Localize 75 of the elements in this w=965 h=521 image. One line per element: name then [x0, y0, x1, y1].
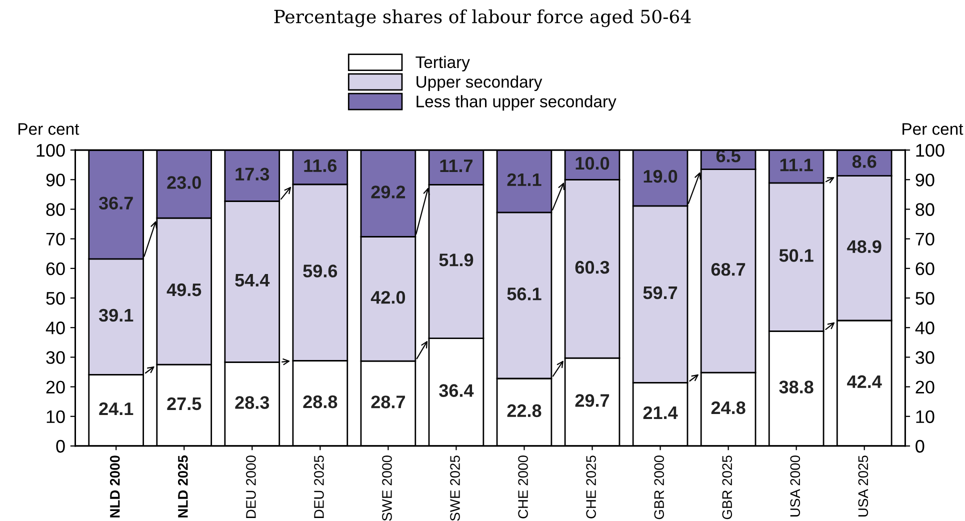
data-label: 48.9: [847, 240, 882, 253]
y2-tick-label: 80: [916, 203, 934, 216]
data-label: 36.7: [98, 196, 133, 210]
data-label: 22.8: [507, 404, 542, 418]
data-label: 56.1: [507, 288, 542, 300]
chart-title: Percentage shares of labour force aged 50-64: [274, 9, 691, 28]
y2-tick-label: 40: [915, 322, 934, 334]
legend-label: Less than upper secondary: [416, 95, 616, 111]
data-label: 17.3: [236, 168, 270, 181]
y-tick-label: 90: [46, 174, 65, 186]
data-label: 28.7: [371, 396, 405, 408]
data-label: 59.6: [303, 264, 338, 278]
y2-tick-label: 30: [916, 351, 934, 364]
data-label: 21.4: [643, 406, 678, 419]
y-tick-label: 40: [46, 322, 65, 334]
y2-tick-label: 50: [916, 292, 934, 305]
y-tick-label: 20: [46, 380, 65, 394]
data-label: 60.3: [575, 260, 610, 274]
data-label: 51.9: [439, 254, 474, 266]
x-tick-label: NLD 2000: [110, 456, 120, 518]
x-tick-label: SWE 2000: [382, 456, 392, 521]
y2-tick-label: 100: [916, 144, 944, 157]
x-tick-label: NLD 2025: [178, 455, 188, 518]
y-tick-label: 100: [36, 144, 65, 157]
y-tick-label: 80: [46, 203, 65, 216]
data-label: 23.0: [167, 176, 201, 189]
y2-tick-label: 0: [916, 440, 924, 453]
y2-tick-label: 20: [916, 380, 934, 394]
y-tick-label: 30: [46, 351, 65, 364]
data-label: 29.7: [575, 394, 610, 407]
data-label: 24.1: [99, 402, 134, 415]
data-label: 21.1: [507, 173, 542, 186]
x-tick-label: CHE 2025: [586, 456, 596, 518]
data-label: 54.4: [235, 274, 270, 287]
y2-tick-label: 10: [916, 410, 934, 424]
x-tick-label: DEU 2000: [246, 456, 256, 518]
x-tick-label: USA 2025: [858, 456, 868, 516]
x-tick-label: GBR 2000: [654, 456, 664, 520]
legend-label: Upper secondary: [416, 76, 542, 92]
data-label: 42.4: [847, 375, 882, 388]
x-tick-label: DEU 2025: [314, 456, 324, 518]
y-tick-label: 60: [46, 262, 65, 276]
data-label: 8.6: [852, 155, 876, 168]
data-label: 11.6: [304, 159, 337, 172]
data-label: 42.0: [370, 290, 406, 304]
y2-tick-label: 90: [916, 174, 934, 186]
data-label: 11.1: [780, 158, 813, 172]
x-tick-label: SWE 2025: [450, 456, 460, 521]
x-tick-label: CHE 2000: [518, 456, 528, 518]
data-label: 27.5: [167, 397, 202, 410]
y2-axis-title: Per cent: [902, 123, 964, 135]
y-tick-label: 70: [46, 232, 65, 246]
data-label: 11.7: [440, 160, 472, 172]
y-tick-label: 50: [46, 292, 65, 305]
data-label: 68.7: [711, 262, 746, 276]
y2-tick-label: 60: [916, 262, 934, 276]
y-tick-label: 10: [46, 410, 65, 424]
x-tick-label: GBR 2025: [722, 456, 732, 520]
data-label: 38.8: [779, 380, 814, 394]
data-label: 59.7: [643, 286, 678, 300]
x-tick-label: USA 2000: [790, 456, 800, 516]
y-tick-label: 0: [56, 440, 65, 453]
data-label: 29.2: [371, 186, 406, 198]
y2-tick-label: 70: [916, 232, 934, 246]
data-label: 28.8: [303, 395, 338, 408]
y-axis-title: Per cent: [18, 123, 80, 135]
data-label: 19.0: [644, 170, 678, 183]
data-label: 49.5: [166, 283, 202, 296]
data-label: 39.1: [98, 308, 134, 322]
data-label: 24.8: [711, 401, 746, 414]
legend-label: Tertiary: [416, 56, 470, 72]
data-label: 28.3: [235, 396, 270, 409]
data-label: 36.4: [439, 384, 474, 397]
data-label: 10.0: [576, 156, 610, 170]
data-label: 50.1: [779, 249, 814, 262]
